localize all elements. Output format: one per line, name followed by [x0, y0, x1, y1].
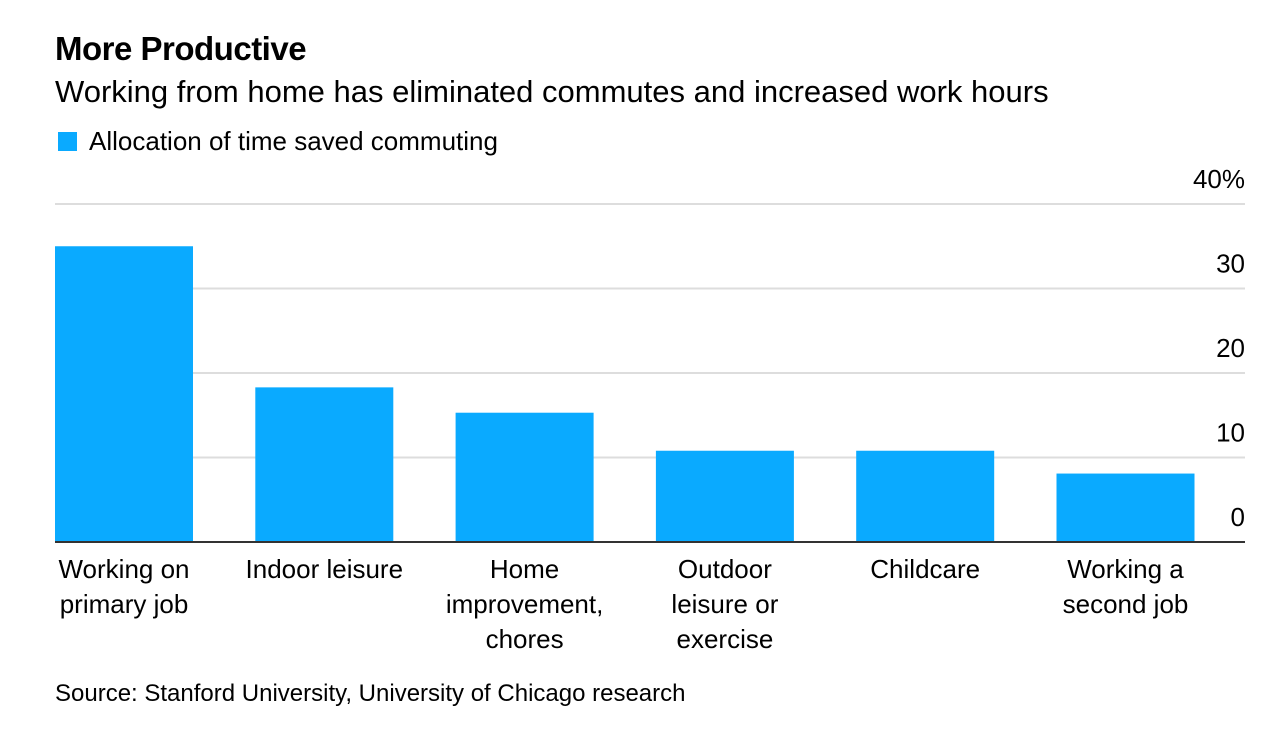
bar [856, 450, 995, 542]
legend: Allocation of time saved commuting [58, 126, 498, 157]
bar [255, 387, 394, 542]
category-label: Indoor leisure [246, 554, 404, 584]
category-label: Home improvement, chores [446, 554, 604, 654]
category-label: Childcare [870, 554, 980, 584]
y-tick-label: 0 [1231, 502, 1245, 532]
y-tick-label: 30 [1216, 249, 1245, 279]
y-tick-label: 20 [1216, 333, 1245, 363]
category-label: Working on primary job [58, 554, 189, 619]
legend-label: Allocation of time saved commuting [89, 126, 498, 156]
bar [455, 412, 594, 542]
y-tick-label: 40% [1193, 164, 1245, 194]
source-note: Source: Stanford University, University … [55, 680, 686, 707]
y-tick-label: 10 [1216, 418, 1245, 448]
bar [55, 246, 193, 542]
category-label: Working a second job [1063, 554, 1189, 619]
bar [655, 450, 794, 542]
chart-title: More Productive [55, 30, 307, 67]
chart-subtitle: Working from home has eliminated commute… [55, 74, 1049, 109]
category-label: Outdoor leisure or exercise [671, 554, 778, 654]
legend-swatch [58, 132, 77, 151]
bar [1056, 473, 1195, 542]
